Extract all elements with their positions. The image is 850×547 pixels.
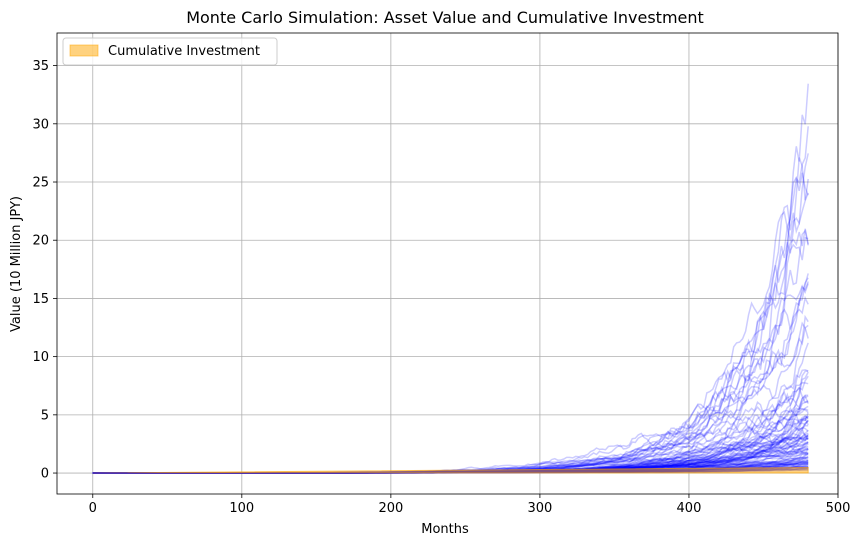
legend-swatch-cumulative-investment: [69, 44, 99, 57]
x-tick-label: 0: [89, 501, 97, 516]
legend: Cumulative Investment: [62, 37, 278, 66]
y-tick-label: 35: [32, 59, 49, 74]
legend-box: [62, 37, 278, 66]
y-axis: 0 5 10 15 20 25 30 35: [32, 59, 57, 482]
y-axis-title: Value (10 Million JPY): [9, 196, 24, 332]
cumulative-investment-area: [92, 466, 809, 474]
chart-title: Monte Carlo Simulation: Asset Value and …: [186, 8, 704, 27]
grid: [57, 33, 839, 494]
y-tick-label: 25: [32, 176, 49, 191]
y-tick-label: 5: [41, 408, 49, 423]
cumulative-investment-fill: [92, 466, 809, 474]
plot-frame: [56, 32, 839, 495]
y-tick-label: 0: [41, 467, 49, 482]
y-tick-label: 10: [32, 350, 49, 365]
x-tick-label: 300: [527, 501, 552, 516]
y-tick-label: 30: [32, 117, 49, 132]
x-axis-title: Months: [421, 522, 469, 537]
legend-label-cumulative-investment: Cumulative Investment: [108, 44, 260, 59]
x-tick-label: 100: [229, 501, 254, 516]
x-tick-label: 400: [677, 501, 702, 516]
y-tick-label: 15: [32, 292, 49, 307]
x-tick-label: 200: [378, 501, 403, 516]
x-axis: 0 100 200 300 400 500: [89, 494, 850, 516]
y-tick-label: 20: [32, 234, 49, 249]
x-tick-label: 500: [826, 501, 850, 516]
